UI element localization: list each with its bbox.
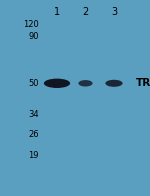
Text: 26: 26 <box>28 130 39 139</box>
Text: 50: 50 <box>28 79 39 88</box>
Ellipse shape <box>44 79 70 88</box>
Text: TRAF2: TRAF2 <box>136 78 150 88</box>
Text: 3: 3 <box>111 7 117 17</box>
Text: 2: 2 <box>82 7 89 17</box>
Text: 1: 1 <box>54 7 60 17</box>
Text: 34: 34 <box>28 110 39 119</box>
Text: 90: 90 <box>28 32 39 41</box>
Ellipse shape <box>78 80 93 87</box>
Text: 120: 120 <box>23 20 39 29</box>
Text: 19: 19 <box>28 151 39 160</box>
Ellipse shape <box>105 80 123 87</box>
